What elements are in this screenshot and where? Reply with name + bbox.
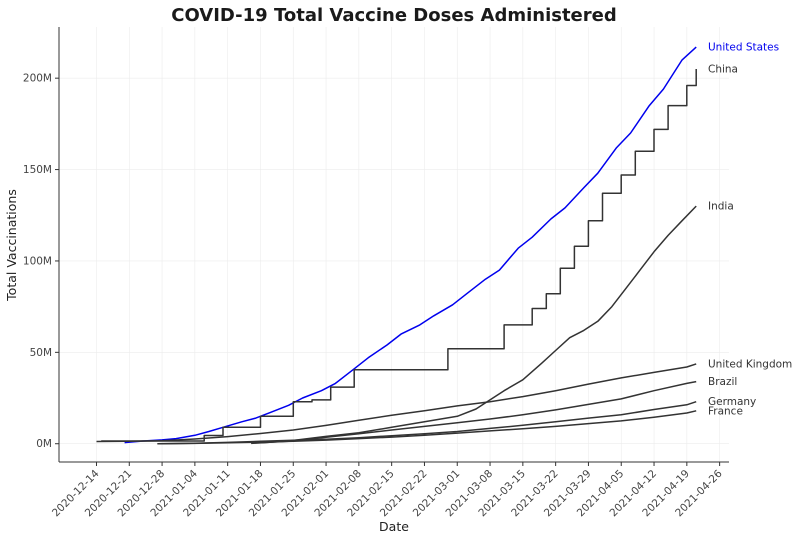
x-ticks: 2020-12-142020-12-212020-12-282021-01-04… [50,462,725,519]
series-label-united-states: United States [708,42,779,54]
y-tick-label: 100M [23,255,52,267]
series-end-labels: United States China India United Kingdom Bra… [708,42,792,418]
chart-title: COVID-19 Total Vaccine Doses Administere… [171,5,616,26]
series-lines [96,46,697,445]
y-axis-label: Total Vaccinations [4,189,19,302]
series-line-france [157,410,697,445]
series-line-brazil [260,380,697,444]
axes [58,27,729,463]
series-label-india: India [708,201,734,213]
series-label-brazil: Brazil [708,376,737,388]
x-axis-label: Date [379,519,409,534]
series-line-china [101,69,697,442]
y-tick-label: 0M [36,438,52,450]
y-ticks: 0M 50M 100M 150M 200M [23,73,59,450]
series-line-india [251,205,697,445]
series-label-france: France [708,405,743,417]
y-tick-label: 200M [23,73,52,85]
series-label-united-kingdom: United Kingdom [708,358,792,370]
series-label-china: China [708,64,738,76]
series-line-united-kingdom [96,363,697,443]
grid [59,27,729,462]
y-tick-label: 150M [23,164,52,176]
series-label-germany: Germany [708,396,756,408]
series-line-united-states [124,46,697,444]
y-tick-label: 50M [30,347,52,359]
